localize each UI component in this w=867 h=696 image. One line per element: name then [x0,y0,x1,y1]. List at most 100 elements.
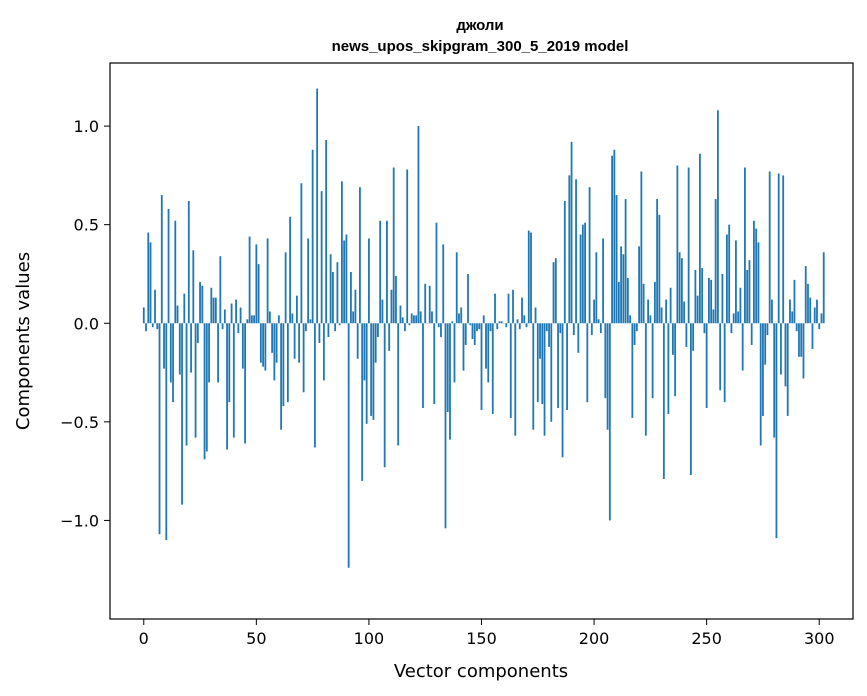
bar-115 [401,317,404,324]
bar-139 [455,252,458,324]
bar-111 [392,167,395,324]
bar-55 [266,238,269,324]
bar-9 [163,323,165,369]
x-tick-label: 0 [139,629,149,648]
bar-258 [723,323,726,403]
bar-269 [748,260,751,324]
bar-196 [584,222,586,324]
bar-171 [527,230,530,324]
plot-area-frame [109,62,854,620]
bar-1 [145,323,147,332]
bar-85 [334,323,337,332]
y-tick-label: −1.0 [60,511,99,530]
bar-42 [237,323,240,334]
bar-240 [683,301,686,324]
y-tick-label: 1.0 [74,117,99,136]
bar-224 [647,299,650,324]
bar-213 [622,254,625,324]
bar-109 [388,323,391,351]
bar-259 [726,234,728,324]
chart-title: джоли [456,17,503,34]
bar-178 [543,323,546,436]
bar-191 [572,323,575,336]
bar-155 [491,323,494,414]
bar-131 [437,323,440,328]
bar-37 [226,323,228,450]
bar-207 [608,323,611,521]
bar-148 [476,323,478,332]
bar-72 [304,323,307,332]
bar-52 [259,323,262,363]
bar-144 [467,273,469,324]
bar-102 [372,323,375,420]
bar-47 [248,236,251,324]
bar-184 [557,323,559,409]
bar-275 [762,323,764,416]
bar-123 [419,311,422,324]
bar-219 [635,323,638,332]
bar-232 [665,299,668,324]
bar-221 [640,171,643,324]
bar-204 [602,238,604,324]
bar-136 [449,323,451,440]
bar-27 [203,323,206,460]
bar-235 [671,323,674,355]
bar-18 [183,293,186,324]
bar-152 [485,323,487,369]
bar-157 [496,323,499,330]
bar-161 [505,323,508,328]
bar-245 [694,270,697,324]
bar-117 [406,169,409,324]
bar-236 [674,323,677,397]
bar-300 [818,323,821,330]
bar-76 [313,323,316,448]
bar-274 [759,323,762,446]
bar-252 [710,279,713,324]
bar-199 [590,323,593,336]
bar-206 [606,323,609,430]
bar-247 [699,153,701,324]
bar-283 [780,323,782,375]
bar-48 [250,315,253,324]
bar-214 [624,199,627,324]
bar-182 [552,262,555,324]
bar-175 [536,323,539,403]
bar-98 [363,323,366,381]
bar-197 [586,323,589,403]
bar-54 [264,323,267,371]
bar-159 [500,321,503,324]
bar-132 [440,323,442,338]
bar-174 [534,307,537,324]
bar-181 [550,323,553,422]
bar-147 [473,323,476,345]
bar-251 [708,277,710,324]
bar-143 [464,323,467,345]
bar-81 [325,139,328,324]
bar-125 [424,283,427,324]
bar-266 [741,323,744,371]
bar-277 [766,323,769,336]
bar-116 [404,323,406,332]
bar-188 [566,323,568,411]
bar-172 [530,232,532,324]
bar-79 [320,191,323,324]
bar-228 [656,199,659,324]
bar-118 [408,323,411,326]
bar-165 [514,323,517,436]
bar-35 [221,323,224,330]
bar-201 [595,252,598,324]
bar-298 [813,307,816,324]
bar-271 [753,220,755,324]
bar-3 [149,242,152,324]
bar-89 [343,240,346,324]
bar-301 [820,313,823,324]
bar-254 [714,199,717,324]
bar-104 [377,323,379,338]
bar-2 [147,232,150,324]
bar-130 [435,222,438,324]
bar-279 [771,299,773,324]
bar-74 [309,319,312,324]
x-tick-label: 300 [804,629,835,648]
bar-243 [689,323,692,476]
